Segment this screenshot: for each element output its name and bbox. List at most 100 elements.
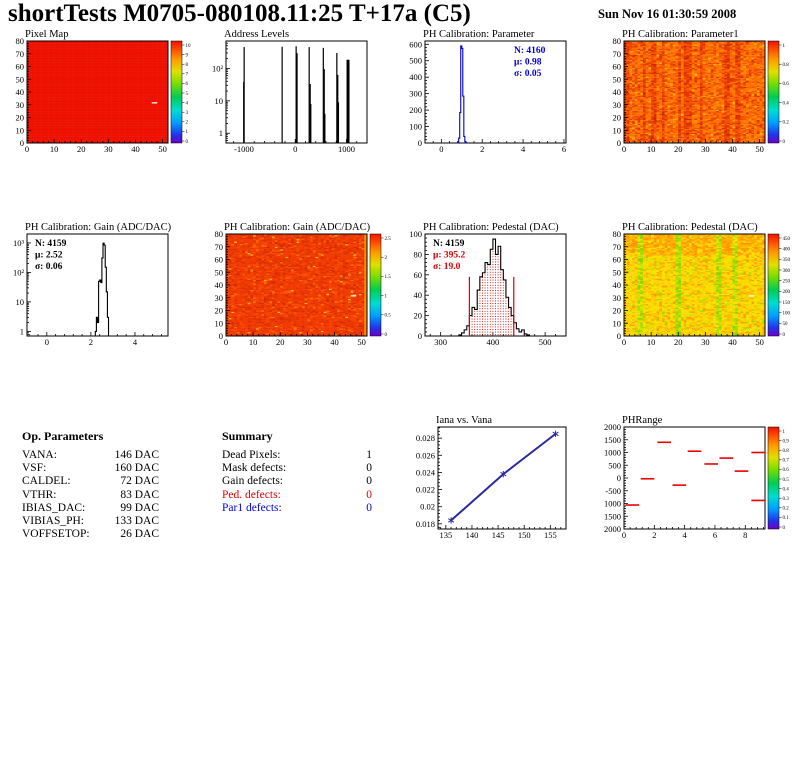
svg-text:30: 30 [701, 144, 710, 154]
svg-text:0.02: 0.02 [420, 502, 435, 512]
ph-cal-parameter-stats-line: μ: 0.98 [514, 58, 542, 68]
op-parameter-value: 83 DAC [120, 488, 159, 501]
svg-text:6: 6 [186, 82, 189, 87]
svg-text:20: 20 [674, 337, 683, 347]
svg-text:1: 1 [385, 294, 388, 299]
iana-vs-vana-axes [438, 427, 567, 529]
svg-text:2: 2 [186, 121, 189, 126]
svg-text:0: 0 [219, 331, 223, 341]
panel-phrange: PHRange 0 2 4 6 8 2000 1500 1000 500 0 -500 1000 1500… [597, 412, 796, 562]
svg-text:0.4: 0.4 [783, 487, 790, 492]
summary-label: Ped. defects: [222, 488, 281, 501]
pixel-map-chart-title: Pixel Map [25, 29, 68, 40]
svg-text:0.4: 0.4 [783, 101, 790, 106]
svg-text:2000: 2000 [604, 524, 621, 534]
iana-vs-vana-chart-title: Iana vs. Vana [436, 415, 492, 426]
svg-text:40: 40 [131, 144, 140, 154]
op-parameter-row: VIBIAS_PH: 133 DAC [22, 515, 159, 528]
summary-row: Mask defects: 0 [222, 462, 372, 475]
ph-cal-parameter-frame [424, 40, 567, 144]
svg-text:30: 30 [701, 337, 710, 347]
ph-cal-gain-hist-chart-title: PH Calibration: Gain (ADC/DAC) [25, 222, 172, 233]
svg-text:145: 145 [492, 530, 505, 540]
ph-cal-gain-hist-stats-line: μ: 2.52 [35, 251, 63, 261]
svg-text:40: 40 [613, 87, 622, 97]
iana-vs-vana-plot: Iana vs. Vana 135 140 145 150 155 0.018 0.02 0.0… [416, 415, 567, 540]
svg-text:50: 50 [783, 322, 789, 327]
svg-text:1500: 1500 [604, 435, 621, 445]
svg-text:60: 60 [613, 255, 622, 265]
summary-label: Mask defects: [222, 462, 287, 475]
svg-text:0: 0 [25, 144, 29, 154]
svg-text:0.1: 0.1 [783, 516, 790, 521]
op-parameter-row: VSF: 160 DAC [22, 462, 159, 475]
svg-text:20: 20 [16, 113, 25, 123]
ph-cal-pedestal-map-plot: PH Calibration: Pedestal (DAC)0 10 20 30 40 5… [613, 222, 791, 347]
svg-text:20: 20 [276, 337, 285, 347]
iana-vs-vana-frame [437, 426, 567, 530]
svg-text:0: 0 [418, 138, 422, 148]
svg-text:1: 1 [783, 44, 786, 49]
ph-cal-gain-hist-stats-line: N: 4159 [35, 239, 67, 249]
op-parameter-label: VANA: [22, 449, 57, 461]
op-parameter-row: IBIAS_DAC: 99 DAC [22, 502, 159, 515]
ph-cal-parameter-stats-line: σ: 0.05 [514, 69, 542, 79]
svg-text:0: 0 [385, 333, 388, 338]
svg-text:300: 300 [434, 337, 447, 347]
ph-cal-parameter1-axes [623, 40, 766, 144]
pixel-map-colorbar [170, 40, 183, 144]
svg-text:10: 10 [215, 96, 224, 106]
svg-text:2: 2 [385, 256, 388, 261]
svg-text:30: 30 [215, 293, 224, 303]
svg-text:60: 60 [215, 255, 224, 265]
ph-cal-pedestal-hist-hist-fill [469, 239, 514, 336]
ph-cal-parameter1-frame [623, 40, 766, 144]
svg-text:600: 600 [409, 39, 422, 49]
summary-row: Par1 defects: 0 [222, 502, 372, 515]
panel-iana-vs-vana: Iana vs. Vana 135 140 145 150 155 0.018 0.02 0.0… [398, 412, 597, 562]
ph-cal-gain-hist-hist-outline [94, 242, 110, 337]
panel-ph-cal-parameter1: PH Calibration: Parameter1 0 10 20 30 40 50 0 10… [597, 26, 796, 176]
svg-text:0: 0 [186, 140, 189, 145]
op-parameter-value: 146 DAC [114, 449, 159, 461]
svg-text:0: 0 [617, 473, 621, 483]
svg-text:0.028: 0.028 [416, 433, 435, 443]
svg-text:2: 2 [480, 144, 484, 154]
svg-text:40: 40 [215, 280, 224, 290]
svg-text:60: 60 [613, 62, 622, 72]
ph-cal-pedestal-map-chart-title: PH Calibration: Pedestal (DAC) [622, 222, 758, 233]
ph-cal-parameter-plot: PH Calibration: Parameter 0 2 4 6 0 100 200 300 4… [409, 29, 567, 154]
ph-cal-parameter-hist-outline [456, 45, 468, 144]
ph-cal-gain-map-plot: PH Calibration: Gain (ADC/DAC)0 10 20 30 40 5… [215, 222, 392, 347]
op-parameter-label: VTHR: [22, 488, 57, 501]
svg-text:50: 50 [613, 267, 622, 277]
svg-text:100: 100 [409, 122, 422, 132]
svg-text:2.5: 2.5 [385, 237, 392, 242]
svg-text:100: 100 [783, 311, 791, 316]
svg-text:155: 155 [544, 530, 557, 540]
svg-text:80: 80 [613, 229, 622, 239]
panel-ph-cal-parameter: PH Calibration: Parameter 0 2 4 6 0 100 200 300 4… [398, 26, 597, 176]
svg-text:300: 300 [783, 269, 791, 274]
svg-text:20: 20 [414, 311, 423, 321]
svg-text:450: 450 [783, 237, 791, 242]
summary-value: 0 [366, 488, 372, 501]
svg-text:10: 10 [50, 144, 59, 154]
panel-ph-cal-pedestal-hist: PH Calibration: Pedestal (DAC) 300 400 500 0… [398, 219, 597, 369]
ph-cal-gain-map-colorbar [369, 233, 382, 337]
svg-text:80: 80 [215, 229, 224, 239]
svg-text:500: 500 [539, 337, 552, 347]
op-parameter-label: IBIAS_DAC: [22, 501, 86, 514]
svg-text:30: 30 [104, 144, 113, 154]
iana-vs-vana-axis-labels: 135 140 145 150 155 0.018 0.02 0.022 0.024 0.026 0… [416, 433, 557, 540]
svg-text:150: 150 [783, 301, 791, 306]
ph-cal-parameter-chart-title: PH Calibration: Parameter [423, 29, 535, 40]
svg-text:140: 140 [466, 530, 479, 540]
svg-text:40: 40 [728, 144, 737, 154]
svg-text:50: 50 [215, 267, 224, 277]
phrange-plot: PHRange 0 2 4 6 8 2000 1500 1000 500 0 -500 1000 1500… [604, 415, 790, 540]
summary-value: 0 [366, 462, 372, 475]
ph-cal-gain-map-frame [225, 233, 368, 337]
svg-text:0: 0 [622, 337, 626, 347]
svg-text:0: 0 [224, 337, 228, 347]
